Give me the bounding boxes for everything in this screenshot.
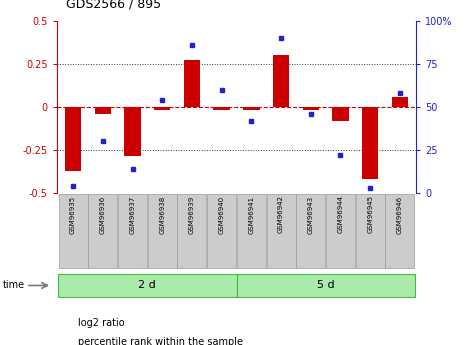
Bar xyxy=(154,107,170,110)
Bar xyxy=(385,194,414,268)
Text: GSM96945: GSM96945 xyxy=(367,196,373,234)
Text: 5 d: 5 d xyxy=(317,280,334,290)
Bar xyxy=(333,107,349,121)
Bar xyxy=(296,194,325,268)
Text: GSM96938: GSM96938 xyxy=(159,196,165,234)
Text: GSM96939: GSM96939 xyxy=(189,196,195,234)
Bar xyxy=(362,107,378,179)
Bar xyxy=(177,194,207,268)
Bar xyxy=(236,274,415,297)
Bar xyxy=(207,194,236,268)
Bar xyxy=(213,107,230,110)
Text: GDS2566 / 895: GDS2566 / 895 xyxy=(66,0,161,10)
Text: GSM96943: GSM96943 xyxy=(308,196,314,234)
Bar xyxy=(392,97,408,107)
Bar xyxy=(148,194,177,268)
Bar xyxy=(118,194,147,268)
Bar xyxy=(184,60,200,107)
Bar xyxy=(65,107,81,171)
Text: 2 d: 2 d xyxy=(139,280,156,290)
Text: GSM96942: GSM96942 xyxy=(278,196,284,234)
Text: time: time xyxy=(2,280,25,290)
Text: GSM96944: GSM96944 xyxy=(337,196,343,234)
Bar xyxy=(273,55,289,107)
Bar xyxy=(58,274,236,297)
Text: GSM96941: GSM96941 xyxy=(248,196,254,234)
Text: GSM96940: GSM96940 xyxy=(219,196,225,234)
Bar xyxy=(124,107,140,156)
Text: GSM96937: GSM96937 xyxy=(130,196,136,234)
Bar xyxy=(59,194,88,268)
Bar xyxy=(88,194,117,268)
Text: log2 ratio: log2 ratio xyxy=(78,318,125,327)
Bar xyxy=(266,194,296,268)
Bar xyxy=(303,107,319,110)
Bar xyxy=(326,194,355,268)
Bar xyxy=(243,107,260,110)
Bar xyxy=(356,194,385,268)
Text: GSM96946: GSM96946 xyxy=(397,196,403,234)
Bar xyxy=(95,107,111,114)
Bar xyxy=(237,194,266,268)
Text: percentile rank within the sample: percentile rank within the sample xyxy=(78,337,243,345)
Text: GSM96936: GSM96936 xyxy=(100,196,106,234)
Text: GSM96935: GSM96935 xyxy=(70,196,76,234)
